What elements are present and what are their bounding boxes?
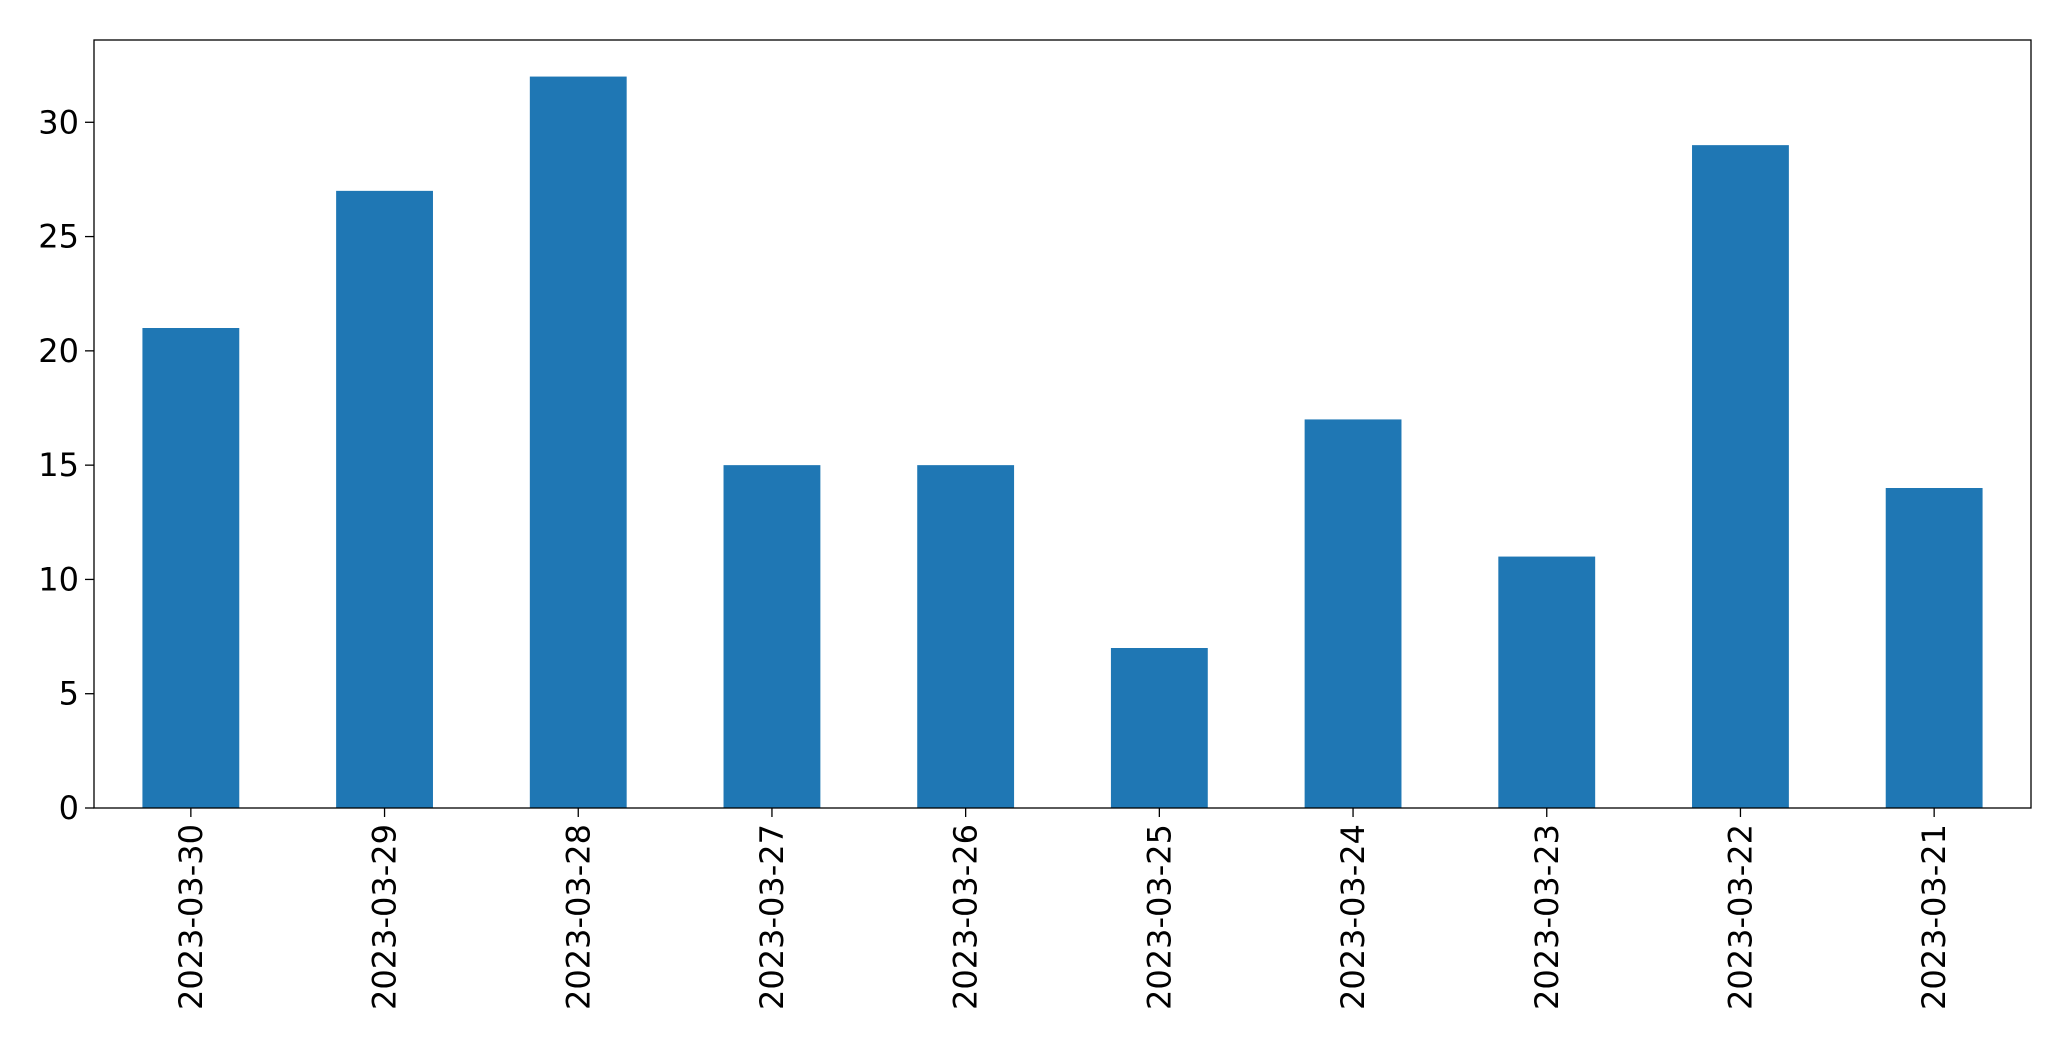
y-tick-label: 15 xyxy=(38,446,79,484)
y-tick-label: 10 xyxy=(38,560,79,598)
y-tick-label: 20 xyxy=(38,332,79,370)
bar xyxy=(336,190,433,808)
x-tick-label: 2023-03-28 xyxy=(559,824,597,1010)
x-tick-label: 2023-03-30 xyxy=(172,824,210,1010)
x-tick-label: 2023-03-27 xyxy=(753,824,791,1010)
x-tick-label: 2023-03-21 xyxy=(1915,824,1953,1010)
bar xyxy=(1498,556,1596,808)
bar xyxy=(529,76,627,809)
bar xyxy=(1304,419,1402,808)
bar xyxy=(142,328,240,808)
y-tick-label: 0 xyxy=(59,789,79,827)
bar xyxy=(917,465,1015,808)
y-tick-label: 5 xyxy=(59,675,79,713)
y-tick-label: 30 xyxy=(38,103,79,141)
x-tick-label: 2023-03-26 xyxy=(947,824,985,1010)
x-tick-label: 2023-03-29 xyxy=(366,824,404,1010)
bar xyxy=(1110,648,1208,808)
x-tick-label: 2023-03-22 xyxy=(1721,824,1759,1010)
y-tick-label: 25 xyxy=(38,218,79,256)
x-tick-label: 2023-03-23 xyxy=(1528,824,1566,1010)
plot-frame xyxy=(93,39,2032,809)
bar xyxy=(1692,145,1789,809)
x-tick-label: 2023-03-25 xyxy=(1140,824,1178,1010)
bar xyxy=(1885,488,1983,808)
x-tick-label: 2023-03-24 xyxy=(1334,824,1372,1010)
bar xyxy=(723,465,821,808)
